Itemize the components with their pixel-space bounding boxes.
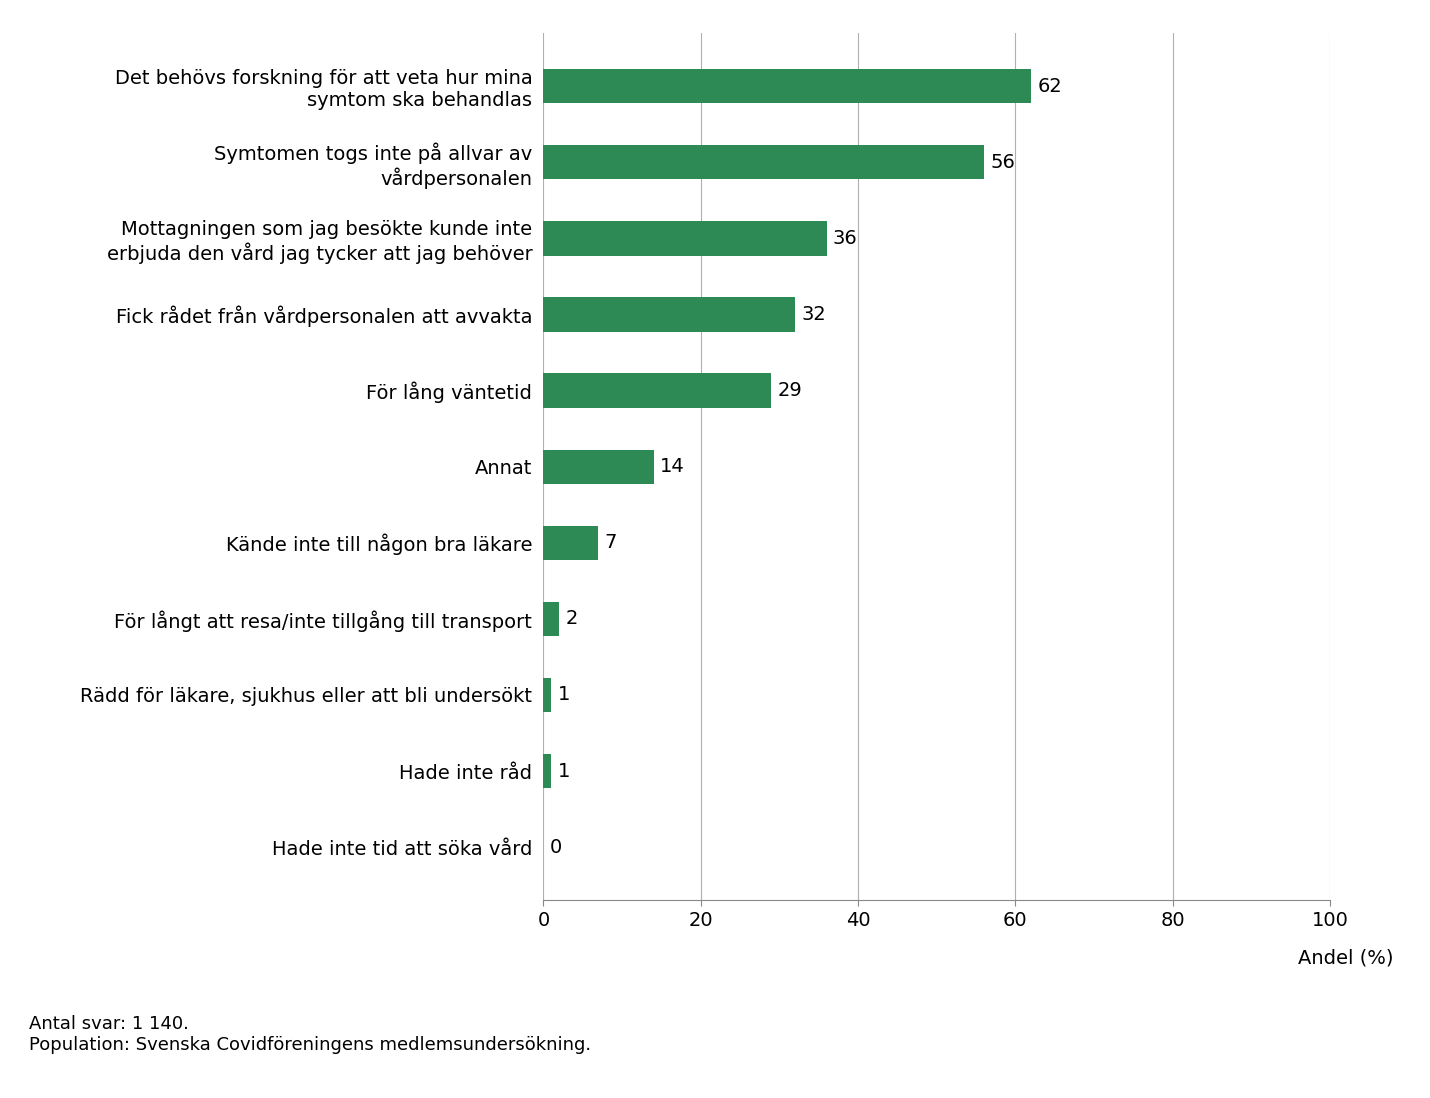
Text: 7: 7 [605,534,618,552]
Text: 32: 32 [801,305,827,324]
Text: 56: 56 [990,153,1015,171]
Text: 1: 1 [558,685,571,705]
Text: 14: 14 [659,457,685,477]
Bar [543,373,772,407]
X-axis label: Andel (%): Andel (%) [1298,948,1393,967]
Text: 1: 1 [558,762,571,781]
Bar [543,677,552,712]
Bar [543,69,1031,103]
Text: 29: 29 [778,381,802,400]
Bar [543,222,827,256]
Text: 2: 2 [565,609,578,628]
Text: Antal svar: 1 140.
Population: Svenska Covidföreningens medlemsundersökning.: Antal svar: 1 140. Population: Svenska C… [29,1016,591,1054]
Bar [543,298,795,332]
Text: 36: 36 [832,228,858,248]
Bar [543,449,654,484]
Text: 62: 62 [1037,77,1062,96]
Bar [543,145,984,179]
Bar [543,754,552,788]
Bar [543,526,598,560]
Bar [543,602,559,636]
Text: 0: 0 [549,838,562,856]
